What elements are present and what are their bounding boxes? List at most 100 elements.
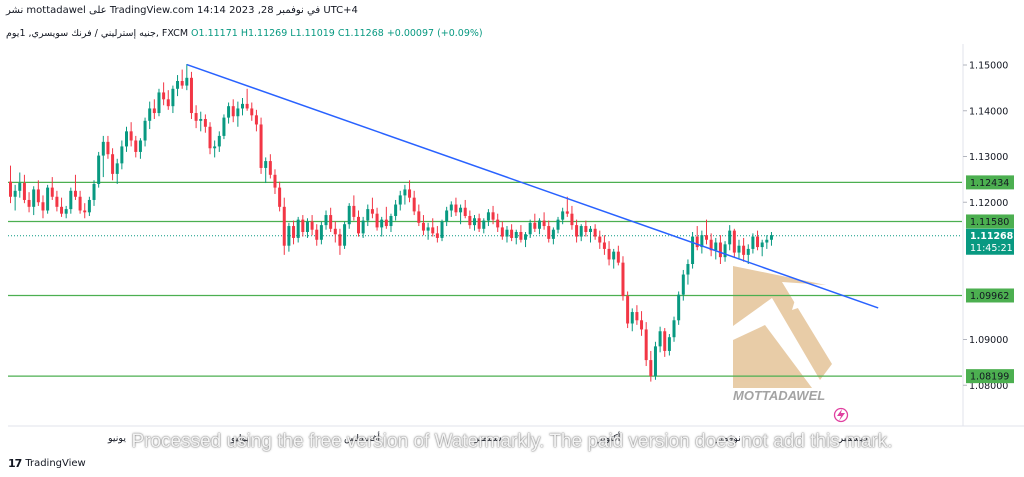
lightning-icon-ring	[833, 407, 849, 423]
price-tick-label: 1.15000	[969, 61, 1008, 72]
candle-body	[695, 236, 699, 248]
candle-body	[138, 140, 142, 152]
candle-body	[454, 204, 458, 213]
candle-body	[765, 239, 769, 243]
candle-body	[329, 215, 333, 229]
candle-body	[570, 213, 574, 226]
candle-body	[653, 346, 657, 377]
candle-body	[616, 251, 620, 263]
candle-body	[408, 189, 412, 198]
candle-body	[389, 215, 393, 227]
candle-body	[380, 219, 384, 228]
watermark-brand-text: MOTTADAWEL	[733, 388, 825, 403]
candle-body	[658, 331, 662, 347]
candle-body	[189, 77, 193, 114]
candle-body	[176, 81, 180, 89]
candle-body	[152, 108, 156, 114]
candle-body	[370, 209, 374, 214]
candle-body	[626, 296, 630, 324]
candle-body	[361, 220, 365, 234]
mottadawel-logo-icon	[733, 266, 832, 388]
level-price-label: 1.08199	[970, 372, 1009, 383]
tradingview-brand[interactable]: 17 TradingView	[8, 457, 86, 470]
candle-body	[129, 131, 133, 141]
candle-body	[663, 331, 667, 351]
candle-body	[426, 227, 430, 231]
candle-body	[514, 231, 518, 238]
watermark-base-shape	[733, 325, 812, 388]
candle-body	[120, 146, 124, 164]
candle-body	[459, 207, 463, 213]
candle-body	[635, 312, 639, 321]
candle-body	[64, 209, 68, 214]
candle-body	[640, 320, 644, 330]
symbol-title[interactable]: جنيه إسترليني / فرنك سويسري, 1يوم, FXCM	[6, 28, 189, 39]
candle-body	[32, 189, 36, 207]
candle-body	[431, 227, 435, 234]
candle-body	[672, 320, 676, 338]
candle-body	[287, 226, 291, 246]
time-tick-label: أغسطس	[344, 431, 380, 444]
candle-body	[403, 189, 407, 196]
candle-body	[681, 274, 685, 295]
candle-body	[111, 154, 115, 174]
candle-body	[203, 118, 207, 127]
time-tick-label: أكتوبر	[597, 431, 621, 444]
candle-body	[46, 187, 50, 211]
candle-body	[528, 222, 532, 235]
candle-body	[482, 220, 486, 229]
candle-body	[18, 183, 22, 191]
time-tick-label: سبتمبر	[473, 433, 501, 444]
time-tick-label: ديسمبر	[838, 433, 868, 444]
candle-body	[231, 106, 235, 117]
price-tick-label: 1.12000	[969, 198, 1008, 209]
candle-body	[728, 230, 732, 245]
candle-body	[746, 248, 750, 255]
candle-body	[556, 219, 560, 230]
candle-body	[78, 196, 82, 211]
candle-body	[222, 117, 226, 136]
candle-body	[769, 235, 773, 240]
candle-body	[134, 140, 138, 152]
candle-body	[686, 264, 690, 275]
candle-body	[412, 197, 416, 212]
candle-body	[612, 251, 616, 260]
candle-body	[22, 183, 26, 200]
candle-body	[723, 244, 727, 258]
tradingview-logo-icon: 17	[8, 457, 22, 470]
candle-body	[449, 204, 453, 211]
candle-body	[533, 222, 537, 229]
candle-body	[250, 108, 254, 116]
candle-body	[705, 235, 708, 240]
candle-body	[41, 202, 45, 211]
level-price-tag	[966, 214, 1014, 229]
candle-body	[292, 226, 296, 238]
candle-body	[486, 212, 490, 221]
candle-body	[547, 226, 551, 239]
candle-body	[171, 88, 175, 107]
candle-body	[435, 233, 439, 238]
candle-body	[565, 211, 569, 214]
candle-body	[510, 229, 514, 238]
candle-body	[500, 227, 504, 237]
tradingview-name: TradingView	[25, 458, 86, 469]
candle-body	[324, 215, 328, 226]
candle-body	[208, 126, 212, 149]
ohlc-readout: O1.11171 H1.11269 L1.11019 C1.11268 +0.0…	[191, 28, 483, 39]
price-tick-label: 1.09000	[969, 335, 1008, 346]
candle-body	[607, 248, 611, 260]
candle-body	[143, 120, 147, 141]
candle-body	[101, 141, 105, 156]
candle-body	[677, 294, 681, 321]
candle-body	[97, 155, 101, 184]
candle-body	[268, 161, 272, 175]
candle-body	[315, 229, 319, 240]
symbol-legend[interactable]: جنيه إسترليني / فرنك سويسري, 1يوم, FXCM …	[6, 28, 483, 39]
candle-body	[241, 103, 244, 109]
candle-body	[185, 77, 189, 86]
trend-line	[186, 63, 879, 309]
candle-body	[199, 118, 203, 121]
candle-body	[319, 225, 323, 240]
candle-body	[598, 236, 602, 243]
